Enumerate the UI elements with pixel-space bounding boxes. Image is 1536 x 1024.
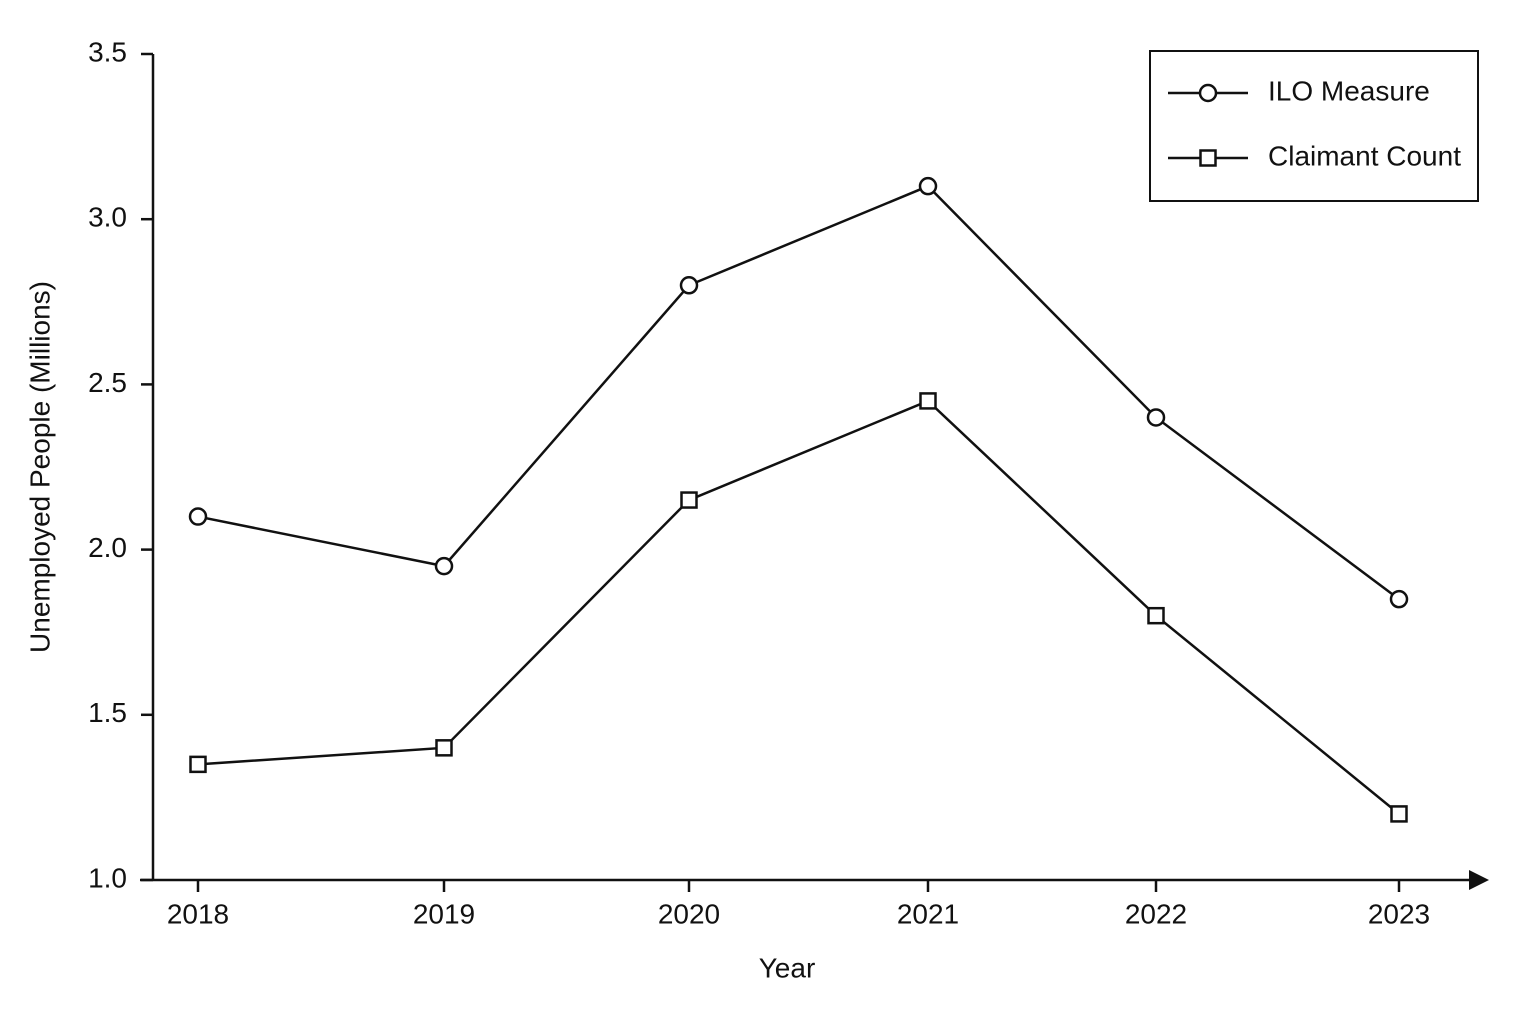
data-point	[1390, 805, 1408, 823]
legend-box	[1149, 50, 1479, 202]
data-point	[680, 491, 698, 509]
y-axis-label: Unemployed People (Millions)	[24, 281, 55, 653]
x-tick-label: 2020	[658, 898, 720, 929]
x-tick-label: 2022	[1125, 898, 1187, 929]
legend-label: Claimant Count	[1268, 140, 1461, 171]
x-tick-label: 2023	[1368, 898, 1430, 929]
y-tick-label: 1.5	[88, 697, 127, 728]
y-tick-label: 3.5	[88, 36, 127, 67]
data-point	[1146, 408, 1166, 427]
y-tick-label: 2.0	[88, 532, 127, 563]
data-point	[188, 507, 208, 526]
series-line	[197, 184, 1400, 601]
data-point	[1147, 606, 1165, 625]
legend-marker	[1198, 83, 1218, 103]
legend-marker	[1199, 149, 1217, 167]
data-point	[1389, 589, 1409, 609]
data-point	[679, 276, 699, 295]
series-line	[197, 399, 1400, 815]
data-point	[435, 739, 453, 757]
y-tick-label: 3.0	[88, 202, 127, 233]
x-tick-label: 2021	[897, 898, 959, 929]
y-tick-label: 2.5	[88, 367, 127, 398]
x-axis-label: Year	[759, 952, 816, 983]
data-point	[918, 176, 938, 196]
data-point	[919, 392, 937, 410]
data-point	[189, 755, 207, 774]
x-tick-label: 2019	[413, 898, 475, 929]
legend-label: ILO Measure	[1268, 75, 1430, 106]
x-tick-label: 2018	[167, 898, 229, 929]
y-tick-label: 1.0	[88, 862, 127, 893]
data-point	[434, 556, 454, 576]
